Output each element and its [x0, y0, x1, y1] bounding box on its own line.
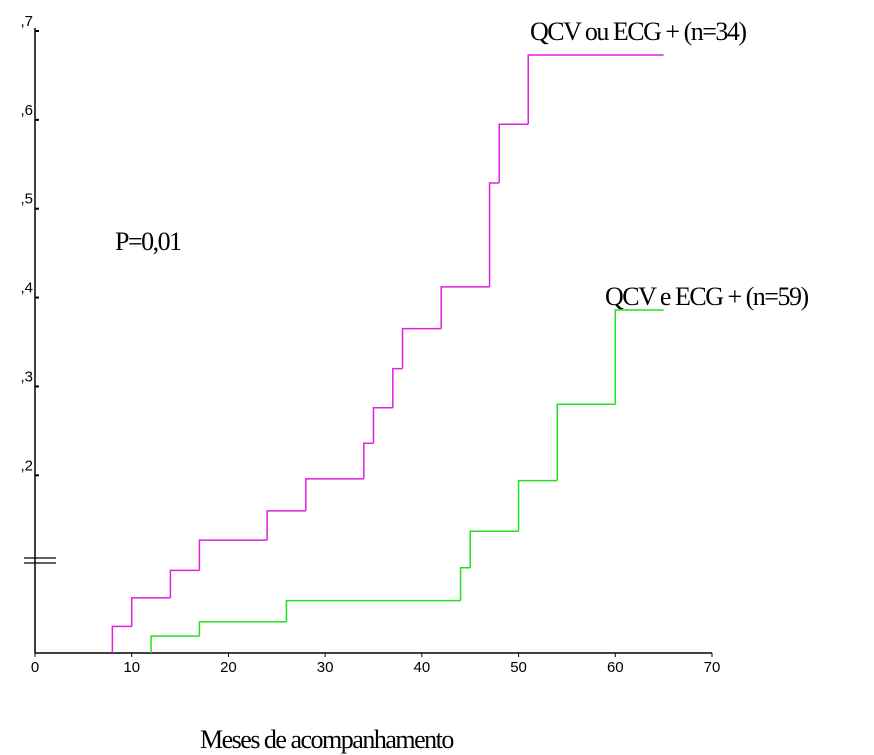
step-segment [285, 599, 461, 622]
step-segment [459, 566, 471, 601]
step-segment [169, 569, 200, 598]
step-segment [556, 403, 616, 481]
step-segment [266, 510, 306, 541]
x-tick-label: 60 [607, 659, 624, 676]
x-tick-label: 20 [220, 659, 237, 676]
step-segment [198, 539, 268, 571]
y-tick-label: ,2 [20, 457, 33, 474]
x-tick-label: 50 [510, 659, 527, 676]
y-tick-label: ,4 [20, 280, 33, 297]
y-tick-label: ,6 [20, 102, 33, 119]
step-segment [401, 327, 442, 369]
step-segment [372, 407, 393, 444]
step-segment [305, 478, 364, 511]
step-segment [198, 621, 287, 637]
step-segment [527, 54, 664, 125]
step-segment [498, 123, 529, 183]
step-segment [614, 309, 664, 405]
series-label: QCV e ECG + (n=59) [605, 282, 808, 311]
y-tick-label: ,3 [20, 368, 33, 385]
x-tick-label: 0 [31, 659, 39, 676]
step-segment [392, 367, 403, 408]
step-segment [111, 625, 132, 653]
step-segment [488, 182, 500, 287]
x-tick-label: 70 [704, 659, 721, 676]
y-tick-label: ,7 [20, 13, 33, 30]
p-value: P=0,01 [115, 227, 181, 256]
y-tick-label: ,5 [20, 191, 33, 208]
step-segment [469, 530, 519, 568]
x-tick-label: 30 [317, 659, 334, 676]
x-axis-label: Meses de acompanhamento [200, 725, 454, 754]
step-segment [517, 479, 558, 532]
step-segment [440, 286, 490, 329]
x-tick-label: 40 [414, 659, 431, 676]
step-segment [363, 442, 374, 479]
step-segment [150, 635, 200, 653]
series-label: QCV ou ECG + (n=34) [530, 17, 746, 46]
x-tick-label: 10 [123, 659, 140, 676]
step-segment [130, 597, 171, 627]
